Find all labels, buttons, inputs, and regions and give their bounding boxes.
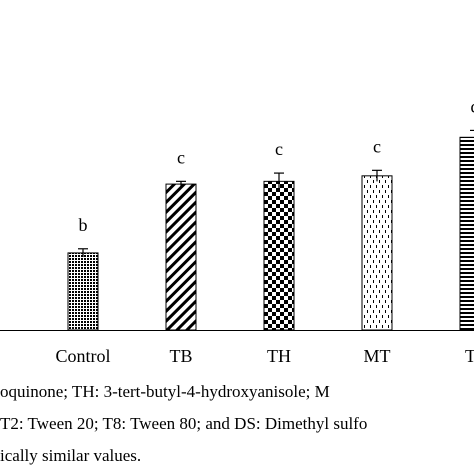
x-tick-label: Control bbox=[55, 346, 110, 366]
bar-chart: bcccd tedControlTBTHMTT2 bbox=[0, 96, 474, 366]
x-tick-label: T2 bbox=[465, 346, 474, 366]
caption-line-1: oquinone; TH: 3-tert-butyl-4-hydroxyanis… bbox=[0, 382, 330, 401]
bar-th bbox=[263, 180, 295, 331]
significance-letter: c bbox=[275, 139, 283, 159]
significance-letter: c bbox=[177, 147, 185, 167]
bar-tb bbox=[165, 183, 197, 331]
figure-caption: oquinone; TH: 3-tert-butyl-4-hydroxyanis… bbox=[0, 378, 474, 474]
bar-control bbox=[67, 252, 99, 331]
x-tick-label: MT bbox=[364, 346, 391, 366]
x-tick-label: TB bbox=[169, 346, 192, 366]
significance-letter: d bbox=[471, 96, 474, 116]
bar-t2 bbox=[459, 136, 474, 331]
caption-line-3: ically similar values. bbox=[0, 446, 142, 465]
x-tick-label: TH bbox=[267, 346, 291, 366]
bar-mt bbox=[361, 175, 393, 331]
significance-letter: c bbox=[373, 136, 381, 156]
caption-line-2: T2: Tween 20; T8: Tween 80; and DS: Dime… bbox=[0, 414, 368, 433]
significance-letter: b bbox=[79, 215, 88, 235]
